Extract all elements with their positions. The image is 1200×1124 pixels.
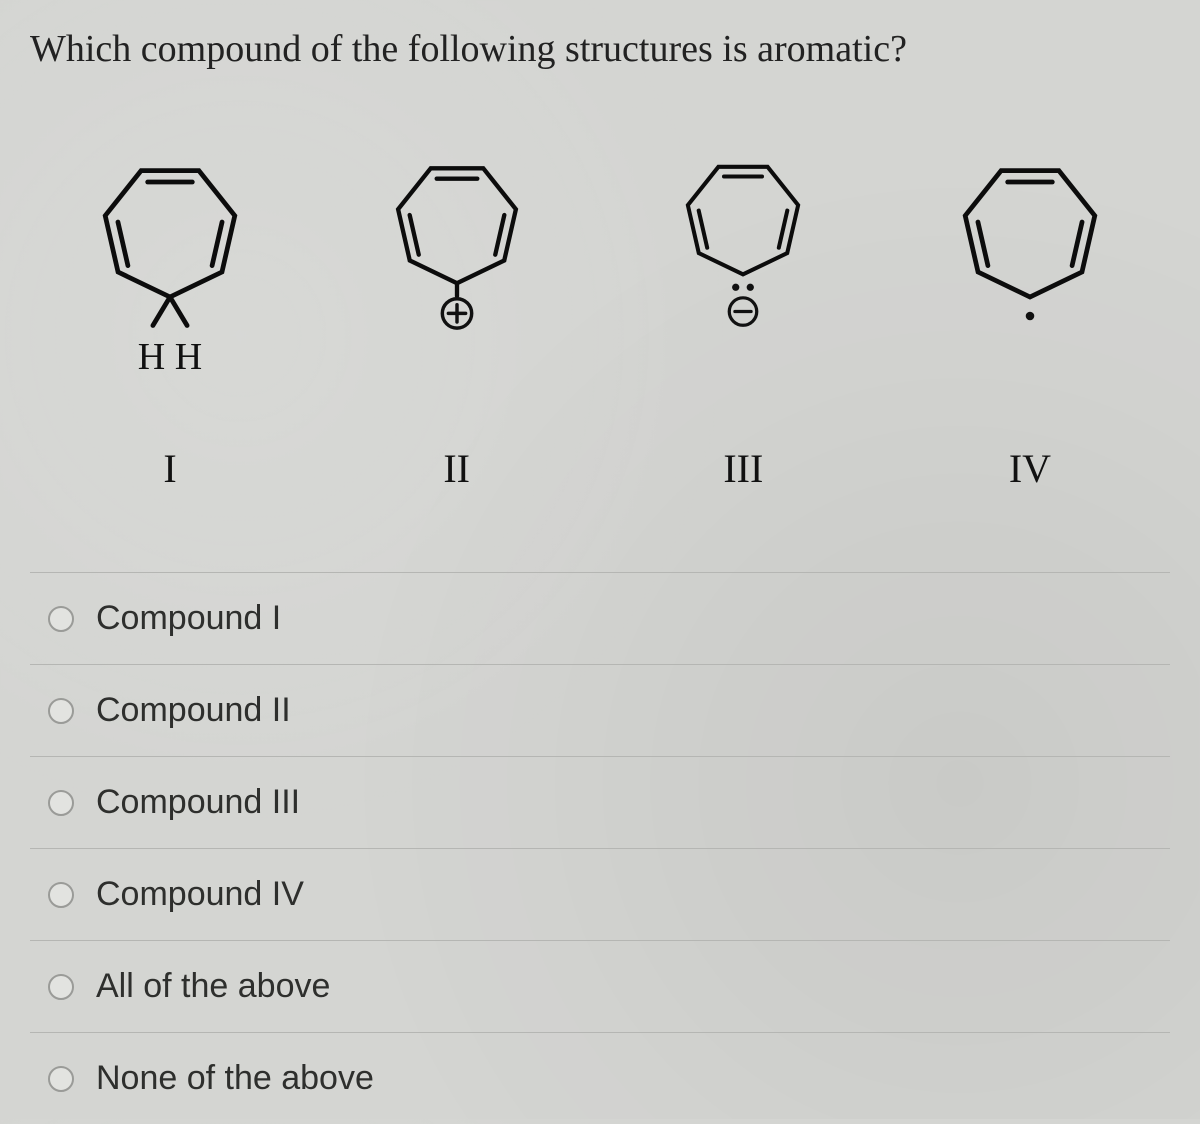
roman-III: III: [613, 445, 873, 492]
plus-charge-icon: [442, 299, 471, 328]
structure-I-label: H H: [138, 335, 202, 379]
option-label: Compound III: [96, 783, 300, 822]
question-text: Which compound of the following structur…: [30, 24, 1170, 75]
option-compound-II[interactable]: Compound II: [30, 665, 1170, 757]
molecule-I: H H: [75, 145, 265, 405]
radio-button[interactable]: [48, 790, 74, 816]
question-page: Which compound of the following structur…: [0, 0, 1200, 1124]
answer-options: Compound I Compound II Compound III Comp…: [30, 572, 1170, 1124]
radio-button[interactable]: [48, 882, 74, 908]
radical-dot: [1026, 312, 1035, 321]
structure-II: [327, 145, 587, 405]
radio-button[interactable]: [48, 974, 74, 1000]
radio-button[interactable]: [48, 606, 74, 632]
radio-button[interactable]: [48, 698, 74, 724]
roman-numerals-row: I II III IV: [30, 445, 1170, 492]
option-compound-I[interactable]: Compound I: [30, 573, 1170, 665]
option-label: None of the above: [96, 1059, 374, 1098]
heptagon-III: [648, 145, 838, 335]
structures-row: H H: [30, 145, 1170, 405]
option-none-of-the-above[interactable]: None of the above: [30, 1033, 1170, 1124]
structure-IV: [900, 145, 1160, 405]
option-all-of-the-above[interactable]: All of the above: [30, 941, 1170, 1033]
radio-button[interactable]: [48, 1066, 74, 1092]
minus-charge-icon: [730, 298, 757, 325]
option-compound-IV[interactable]: Compound IV: [30, 849, 1170, 941]
roman-IV: IV: [900, 445, 1160, 492]
structure-I: H H: [40, 145, 300, 405]
roman-II: II: [327, 445, 587, 492]
heptagon-IV: [935, 145, 1125, 335]
roman-I: I: [40, 445, 300, 492]
molecule-III: [648, 145, 838, 405]
option-label: All of the above: [96, 967, 330, 1006]
lone-pair-dots: [732, 284, 754, 291]
heptagon-I: [75, 145, 265, 335]
heptagon-II: [362, 145, 552, 335]
option-label: Compound I: [96, 599, 281, 638]
molecule-II: [362, 145, 552, 405]
structure-III: [613, 145, 873, 405]
option-label: Compound IV: [96, 875, 304, 914]
option-label: Compound II: [96, 691, 291, 730]
option-compound-III[interactable]: Compound III: [30, 757, 1170, 849]
molecule-IV: [935, 145, 1125, 405]
